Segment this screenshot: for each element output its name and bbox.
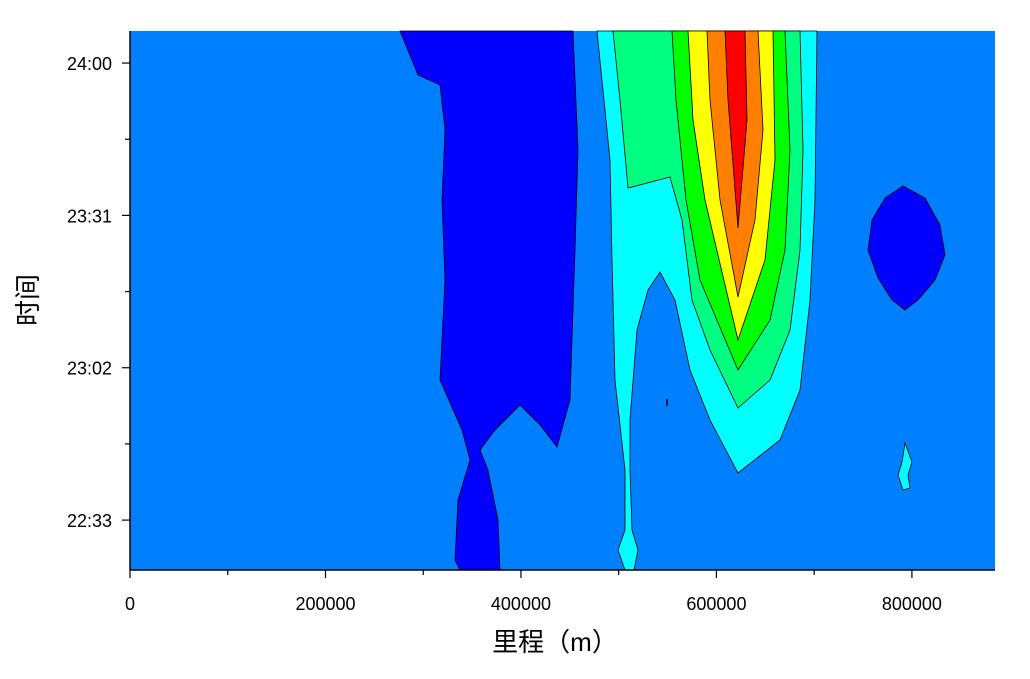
y-tick-label: 23:02 <box>67 359 112 379</box>
contour-region <box>897 441 913 491</box>
x-axis-label: 里程（m） <box>492 627 618 657</box>
x-tick-label: 600000 <box>686 594 746 614</box>
x-tick-label: 400000 <box>491 594 551 614</box>
contour-region <box>724 30 748 229</box>
y-tick-label: 22:33 <box>67 511 112 531</box>
contour-plot <box>130 30 995 571</box>
y-tick-label: 23:31 <box>67 206 112 226</box>
x-tick-label: 800000 <box>882 594 942 614</box>
x-tick-label: 200000 <box>295 594 355 614</box>
contour-region <box>867 185 946 311</box>
y-tick-label: 24:00 <box>67 54 112 74</box>
x-tick-label: 0 <box>125 594 135 614</box>
y-axis-label: 时间 <box>13 274 43 326</box>
